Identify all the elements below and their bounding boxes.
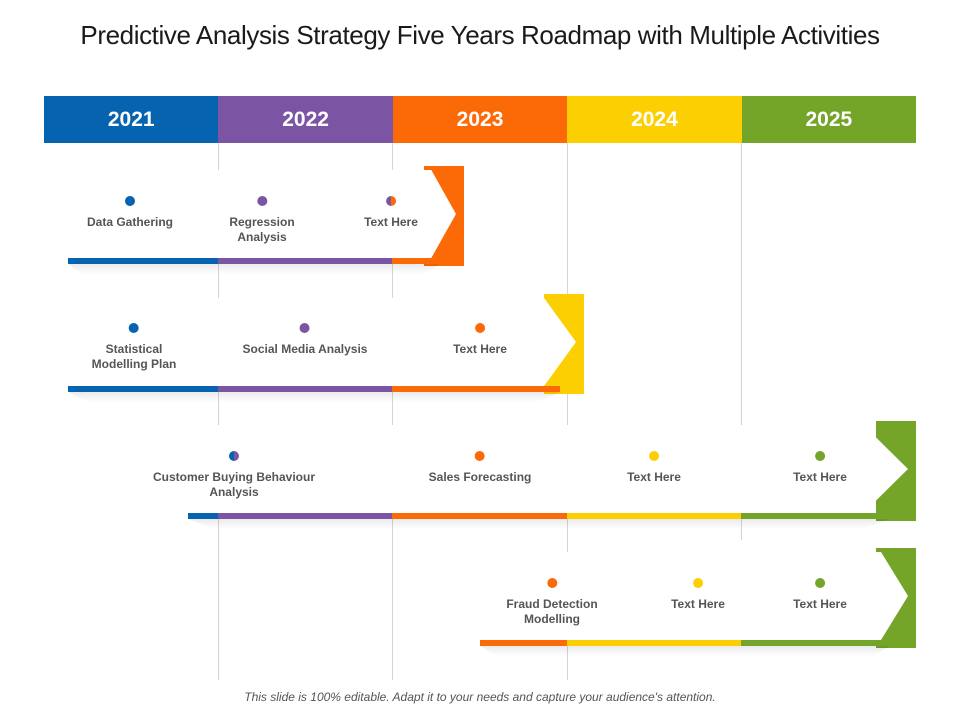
- activity: Regression Analysis: [229, 196, 295, 245]
- activity-dot: [649, 451, 659, 461]
- activity: Text Here: [453, 323, 507, 357]
- row-bar-segment: [188, 513, 218, 519]
- activity-dot: [299, 323, 310, 333]
- activity-label: Text Here: [793, 470, 847, 484]
- footer-note: This slide is 100% editable. Adapt it to…: [244, 690, 716, 704]
- activity-dot: [256, 196, 267, 206]
- activity-label: Data Gathering: [86, 215, 174, 229]
- gridline: [741, 143, 742, 540]
- activity: Sales Forecasting: [428, 451, 532, 485]
- activity: Text Here: [671, 578, 725, 612]
- row-bar-segment: [68, 258, 218, 264]
- year-2025: 2025: [741, 96, 917, 143]
- row-bar-segment: [741, 513, 890, 519]
- gridline: [567, 143, 568, 680]
- activity-dot: [124, 196, 135, 206]
- activity-dot: [693, 578, 703, 588]
- year-2023: 2023: [392, 96, 568, 143]
- row-shadow: [188, 519, 890, 529]
- row-bar-segment: [218, 258, 392, 264]
- activity: Fraud Detection Modelling: [506, 578, 598, 627]
- row-bar-segment: [392, 258, 440, 264]
- activity-label: Regression Analysis: [229, 215, 295, 244]
- page-title: Predictive Analysis Strategy Five Years …: [80, 20, 880, 50]
- activity-label: Social Media Analysis: [242, 342, 368, 356]
- activity-label: Statistical Modelling Plan: [91, 342, 177, 371]
- activity-dot: [386, 196, 396, 206]
- activity-dot: [475, 323, 485, 333]
- activity-label: Customer Buying Behaviour Analysis: [152, 470, 316, 499]
- row-arrow-body: [458, 552, 908, 640]
- row-bar-segment: [741, 640, 890, 646]
- activity: Social Media Analysis: [242, 323, 368, 357]
- activity-dot: [229, 451, 239, 461]
- row-bar-segment: [68, 386, 218, 392]
- year-header: 2021 2022 2023 2024 2025: [44, 96, 917, 143]
- gridline: [218, 143, 219, 680]
- activity-label: Text Here: [793, 597, 847, 611]
- row-shadow: [68, 264, 440, 274]
- activity-dot: [128, 323, 139, 333]
- activity: Data Gathering: [87, 196, 173, 230]
- activity-label: Sales Forecasting: [428, 470, 532, 484]
- activity: Text Here: [793, 451, 847, 485]
- activity-dot: [475, 451, 485, 461]
- activity-label: Text Here: [364, 215, 418, 229]
- row-arrow-body: [166, 425, 908, 513]
- row-arrow-body: [44, 170, 456, 258]
- activity: Text Here: [627, 451, 681, 485]
- row-shadow: [480, 646, 890, 656]
- year-2024: 2024: [567, 96, 742, 143]
- row-bar-segment: [218, 386, 392, 392]
- year-2021: 2021: [44, 96, 219, 143]
- row-shadow: [68, 392, 560, 402]
- row-bar-segment: [218, 513, 392, 519]
- activity-label: Text Here: [627, 470, 681, 484]
- row-bar-segment: [480, 640, 567, 646]
- activity: Text Here: [364, 196, 418, 230]
- gridline: [392, 143, 393, 680]
- activity-dot: [815, 578, 825, 588]
- activity-label: Fraud Detection Modelling: [506, 597, 598, 626]
- row-bar-segment: [392, 513, 567, 519]
- activity-dot: [815, 451, 825, 461]
- row-bar-segment: [567, 513, 741, 519]
- activity: Customer Buying Behaviour Analysis: [153, 451, 315, 500]
- year-2022: 2022: [218, 96, 393, 143]
- activity-label: Text Here: [671, 597, 725, 611]
- activity-dot: [547, 578, 557, 588]
- row-bar-segment: [392, 386, 560, 392]
- row-arrow-body: [44, 298, 576, 386]
- row-bar-segment: [567, 640, 741, 646]
- activity: Statistical Modelling Plan: [91, 323, 177, 372]
- activity-label: Text Here: [453, 342, 507, 356]
- activity: Text Here: [793, 578, 847, 612]
